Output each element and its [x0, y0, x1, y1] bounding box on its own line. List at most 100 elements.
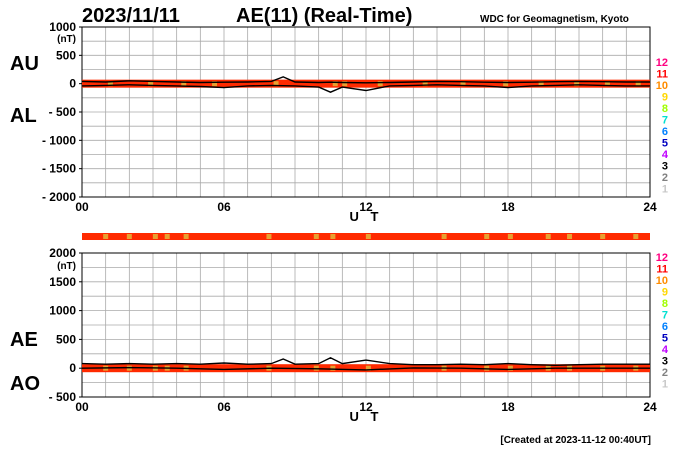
ae-ao-series-ae-line	[81, 357, 650, 367]
station-bar-accent	[313, 234, 319, 239]
au-al-trace-accent	[148, 81, 154, 87]
station-count-key-entry: 6	[662, 321, 668, 333]
ae-ao-frame	[81, 252, 651, 398]
ae-ao-x-tick-label: 12	[359, 400, 373, 414]
station-count-key-entry: 9	[662, 92, 668, 104]
au-al-trace-accent	[574, 81, 580, 87]
station-bar-accent	[152, 234, 158, 239]
au-al-y-tick-label: 0	[69, 77, 76, 91]
ae-ao-y-tick-label: 500	[56, 332, 76, 346]
au-al-trace-accent	[107, 81, 113, 87]
au-al-y-ticks: 1000 500 0 - 500 - 1000 - 1500 - 2000	[42, 20, 82, 204]
station-count-key-entry: 9	[662, 287, 668, 299]
au-al-y-tick-label: 1000	[49, 20, 76, 34]
au-al-trace	[81, 76, 650, 93]
ae-ao-trace-accent	[330, 365, 336, 371]
au-al-trace-accent	[273, 81, 279, 87]
station-count-key-entry: 10	[656, 80, 668, 92]
station-count-key-entry: 7	[662, 310, 668, 322]
station-count-key-entry: 5	[662, 333, 668, 345]
au-al-trace-accent	[460, 81, 466, 87]
station-count-key-entry: 7	[662, 115, 668, 127]
station-bar-accent	[567, 234, 573, 239]
au-al-series-al-line	[81, 84, 650, 93]
au-al-y-tick-label: 500	[56, 48, 76, 62]
station-count-key-entry: 1	[662, 184, 668, 196]
date-title: 2023/11/11	[82, 5, 180, 27]
au-al-x-axis-label: U T	[350, 209, 383, 224]
au-al-grid	[82, 27, 650, 197]
station-bar-accent	[330, 234, 336, 239]
au-al-x-tick-label: 06	[217, 200, 231, 214]
au-al-trace-accent	[342, 81, 348, 87]
au-al-trace-accent	[503, 81, 509, 87]
station-bar-accent	[441, 234, 447, 239]
station-count-key-entry: 3	[662, 356, 668, 368]
station-bar-accent	[126, 234, 132, 239]
station-count-key-entry: 8	[662, 103, 668, 115]
au-al-x-tick-label: 18	[501, 200, 515, 214]
au-al-x-ticks: 00 06 12 18 24	[75, 200, 657, 214]
ae-label: AE	[10, 329, 38, 351]
au-label: AU	[10, 53, 39, 75]
ae-ao-unit: (nT)	[57, 261, 76, 272]
created-timestamp: [Created at 2023-11-12 00:40UT]	[500, 435, 651, 446]
ae-ao-trace	[81, 357, 650, 373]
au-al-trace-accent	[181, 81, 187, 87]
au-al-unit: (nT)	[57, 34, 76, 45]
station-bar-accent	[600, 234, 606, 239]
al-label: AL	[10, 105, 37, 127]
ae-ao-y-tick-label: - 500	[49, 390, 77, 404]
station-bar-accent	[183, 234, 189, 239]
station-count-key-entry: 4	[662, 149, 669, 161]
station-coverage-bar	[82, 233, 650, 240]
au-al-trace-accent	[538, 81, 544, 87]
ae-ao-grid	[82, 253, 650, 397]
ae-ao-y-tick-label: 1500	[49, 275, 76, 289]
ae-ao-trace-accent	[365, 365, 371, 371]
station-count-key-entry: 11	[656, 264, 668, 276]
ae-ao-y-tick-label: 1000	[49, 304, 76, 318]
au-al-y-tick-label: - 1000	[42, 133, 76, 147]
ae-ao-x-tick-label: 06	[217, 400, 231, 414]
au-al-trace-accent	[422, 81, 428, 87]
station-count-key-entry: 4	[662, 344, 669, 356]
au-al-trace-band	[82, 79, 650, 88]
station-bar-accent	[545, 234, 551, 239]
station-bar-accent	[507, 234, 513, 239]
ae-ao-x-axis-label: U T	[350, 409, 383, 424]
station-count-key-entry: 6	[662, 126, 668, 138]
source-credit: WDC for Geomagnetism, Kyoto	[480, 14, 629, 25]
ae-ao-x-tick-label: 18	[501, 400, 515, 414]
ae-ao-x-tick-label: 24	[643, 400, 657, 414]
ae-ao-y-tick-label: 0	[69, 361, 76, 375]
station-bar-accent	[484, 234, 490, 239]
station-count-key-entry: 3	[662, 161, 668, 173]
au-al-y-tick-label: - 2000	[42, 190, 76, 204]
au-al-y-tick-label: - 1500	[42, 162, 76, 176]
station-count-key-entry: 12	[656, 57, 668, 69]
ae-ao-y-ticks: 2000 1500 1000 500 0 - 500	[49, 246, 82, 404]
station-count-key-entry: 1	[662, 379, 668, 391]
station-count-key-entry: 10	[656, 275, 668, 287]
station-count-key-entry: 2	[662, 172, 668, 184]
au-al-trace-accent	[377, 81, 383, 87]
station-bar-accent	[365, 234, 371, 239]
index-title: AE(11) (Real-Time)	[236, 5, 412, 27]
ae-ao-x-ticks: 00 06 12 18 24	[75, 400, 657, 414]
ae-ao-y-tick-label: 2000	[49, 246, 76, 260]
ae-ao-panel: (nT) 2000 1500 1000 500 0 - 500 00 06 12 18 24 AE…	[10, 246, 657, 424]
au-al-trace-accent	[212, 81, 218, 87]
au-al-x-tick-label: 00	[75, 200, 89, 214]
ae-ao-trace-accent	[507, 365, 513, 371]
station-count-key-entry: 2	[662, 367, 668, 379]
au-al-x-tick-label: 12	[359, 200, 373, 214]
au-al-trace-accent	[604, 81, 610, 87]
ao-label: AO	[10, 373, 40, 395]
au-al-trace-accent	[635, 81, 641, 87]
station-count-key-entry: 8	[662, 298, 668, 310]
